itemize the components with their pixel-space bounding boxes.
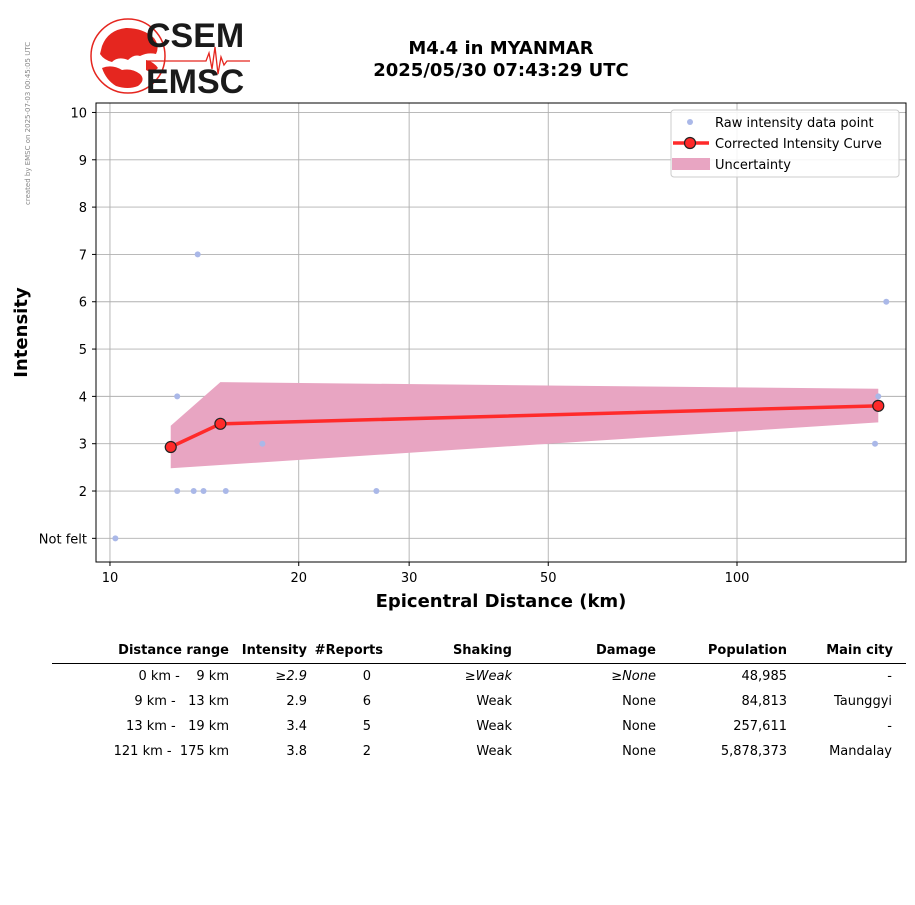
emsc-logo: CSEM EMSC bbox=[90, 17, 250, 100]
raw-data-point bbox=[174, 488, 181, 495]
table-cell: 2.9 bbox=[286, 694, 307, 709]
raw-data-point bbox=[194, 251, 201, 258]
table-cell: 2 bbox=[362, 744, 371, 759]
y-tick-label: 7 bbox=[79, 248, 87, 263]
table-cell: 84,813 bbox=[741, 694, 788, 709]
table-cell: 3.8 bbox=[286, 744, 307, 759]
curve-marker bbox=[872, 399, 885, 412]
y-tick-label: Not felt bbox=[39, 532, 87, 547]
table-row: 0 km - 9 km ≥2.9 0 ≥Weak ≥None 48,985 - bbox=[52, 664, 906, 690]
table-cell: 0 bbox=[362, 669, 371, 684]
chart-title-line2: 2025/05/30 07:43:29 UTC bbox=[373, 60, 629, 81]
table-cell: ≥Weak bbox=[464, 669, 512, 684]
table-cell: None bbox=[622, 719, 656, 734]
table-cell: 48,985 bbox=[741, 669, 788, 684]
table-cell: None bbox=[622, 694, 656, 709]
table-body: 0 km - 9 km ≥2.9 0 ≥Weak ≥None 48,985 - 9 km - … bbox=[52, 664, 906, 765]
y-tick-label: 5 bbox=[79, 343, 87, 358]
raw-data-point bbox=[222, 488, 229, 495]
raw-data-point bbox=[373, 488, 380, 495]
uncertainty-band bbox=[170, 382, 879, 469]
table-header-row: Distance range Intensity #Reports Shaking Da… bbox=[52, 638, 906, 664]
y-tick-label: 3 bbox=[79, 438, 87, 453]
chart-title-line1: M4.4 in MYANMAR bbox=[408, 38, 594, 59]
table-cell: 0 km - 9 km bbox=[138, 669, 229, 684]
x-axis-label: Epicentral Distance (km) bbox=[376, 591, 627, 612]
curve-marker bbox=[164, 440, 177, 454]
raw-data-point bbox=[872, 440, 879, 447]
raw-data-point bbox=[875, 393, 882, 400]
table-cell: 13 km - 19 km bbox=[126, 719, 229, 734]
raw-data-point bbox=[112, 535, 119, 542]
y-tick-label: 8 bbox=[79, 201, 87, 216]
table-row: 13 km - 19 km 3.4 5 Weak None 257,611 - bbox=[52, 714, 906, 739]
x-tick-label: 50 bbox=[540, 571, 557, 586]
table-cell: ≥2.9 bbox=[275, 669, 307, 684]
table-cell: 257,611 bbox=[733, 719, 787, 734]
table-cell: 9 km - 13 km bbox=[134, 694, 229, 709]
table-header-cell: Main city bbox=[787, 638, 906, 664]
table-header-cell: Population bbox=[656, 638, 787, 664]
legend-entry: Raw intensity data point bbox=[715, 116, 874, 131]
x-tick-label: 10 bbox=[102, 571, 119, 586]
legend-band-swatch bbox=[672, 158, 710, 170]
legend-entry: Uncertainty bbox=[715, 158, 791, 173]
table-row: 121 km - 175 km 3.8 2 Weak None 5,878,373 Mand… bbox=[52, 739, 906, 764]
intensity-chart: 10 20 30 50 100 Not felt 2 3 4 5 6 7 8 9 10 Epicentral … bbox=[11, 102, 907, 612]
table-cell: 3.4 bbox=[286, 719, 307, 734]
table-row: 9 km - 13 km 2.9 6 Weak None 84,813 Taunggyi bbox=[52, 689, 906, 714]
table-cell: - bbox=[887, 669, 892, 684]
table-header-cell: #Reports bbox=[307, 638, 395, 664]
table-cell: - bbox=[887, 719, 892, 734]
table-cell: 5 bbox=[362, 719, 371, 734]
table-cell: Weak bbox=[476, 744, 512, 759]
logo-line2: EMSC bbox=[146, 63, 244, 100]
table-cell: None bbox=[622, 744, 656, 759]
table-cell: 5,878,373 bbox=[720, 744, 787, 759]
raw-data-point bbox=[259, 440, 266, 447]
y-tick-label: 2 bbox=[79, 485, 87, 500]
table-cell: Taunggyi bbox=[833, 694, 892, 709]
table-header-cell: Intensity bbox=[229, 638, 307, 664]
raw-data-point bbox=[190, 488, 197, 495]
globe-icon bbox=[90, 18, 166, 94]
table-header-cell: Distance range bbox=[52, 638, 229, 664]
x-tick-label: 20 bbox=[290, 571, 307, 586]
legend-entry: Corrected Intensity Curve bbox=[715, 137, 882, 152]
y-tick-label: 6 bbox=[79, 296, 87, 311]
table-cell: Mandalay bbox=[829, 744, 892, 759]
y-tick-label: 9 bbox=[79, 154, 87, 169]
table-cell: Weak bbox=[476, 719, 512, 734]
seismogram-trace bbox=[146, 46, 250, 75]
table-header-cell: Shaking bbox=[395, 638, 524, 664]
table-header-cell: Damage bbox=[524, 638, 656, 664]
y-tick-label: 4 bbox=[79, 390, 87, 405]
summary-table: Distance range Intensity #Reports Shaking Da… bbox=[52, 638, 906, 764]
legend-raw-marker bbox=[687, 119, 693, 125]
logo-line1: CSEM bbox=[146, 17, 244, 55]
raw-data-point bbox=[883, 298, 890, 305]
table-cell: 6 bbox=[362, 694, 371, 709]
x-tick-label: 30 bbox=[401, 571, 418, 586]
raw-data-point bbox=[200, 488, 207, 495]
curve-marker bbox=[214, 417, 227, 430]
legend-box bbox=[670, 109, 900, 178]
plot-frame bbox=[95, 102, 907, 563]
table-cell: 121 km - 175 km bbox=[113, 744, 229, 759]
table-cell: Weak bbox=[476, 694, 512, 709]
y-tick-label: 10 bbox=[70, 106, 87, 121]
raw-data-point bbox=[174, 393, 181, 400]
legend-curve-marker bbox=[683, 136, 697, 150]
x-tick-label: 100 bbox=[725, 571, 750, 586]
y-axis-label: Intensity bbox=[11, 287, 32, 378]
table-cell: ≥None bbox=[611, 669, 656, 684]
